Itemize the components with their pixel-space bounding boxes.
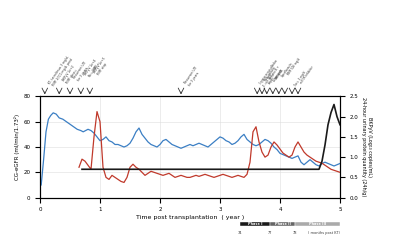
- Text: 78: 78: [293, 231, 297, 235]
- Text: Ciprofloxacin: Ciprofloxacin: [281, 61, 294, 78]
- Text: BKPyV 1e+5
MMF stop: BKPyV 1e+5 MMF stop: [93, 56, 110, 76]
- Bar: [240, 222, 270, 226]
- Text: Malacoplakia
biopsy: Malacoplakia biopsy: [264, 66, 281, 85]
- Text: ( months post KT): ( months post KT): [308, 231, 340, 235]
- Text: BKPyV 1e+2
MMF dose↓: BKPyV 1e+2 MMF dose↓: [62, 64, 80, 85]
- Text: BKPyV 1e+4
Tac↓ MMF↓: BKPyV 1e+4 Tac↓ MMF↓: [84, 59, 102, 79]
- Text: Phase I: Phase I: [248, 222, 262, 226]
- Text: Phase III: Phase III: [309, 222, 326, 226]
- Text: Tac↓ 3 mg/d: Tac↓ 3 mg/d: [294, 71, 307, 87]
- Text: Recurrent UTI
for 3 years: Recurrent UTI for 3 years: [73, 60, 92, 82]
- Text: 74: 74: [238, 231, 242, 235]
- Text: Ampho B +
fluconazole: Ampho B + fluconazole: [268, 65, 285, 83]
- Text: mTOR inhibitor: mTOR inhibitor: [300, 66, 315, 85]
- Text: Phase II: Phase II: [274, 222, 290, 226]
- Y-axis label: BKPyV (Log₁₀ copies/mL)
24-hour urinary protein quantity (24h/g): BKPyV (Log₁₀ copies/mL) 24-hour urinary …: [361, 97, 372, 197]
- Text: 77: 77: [268, 231, 272, 235]
- X-axis label: Time post transplantation  ( year ): Time post transplantation ( year ): [136, 215, 244, 220]
- Text: Cryptococcus albidus
E. coli UTI: Cryptococcus albidus E. coli UTI: [259, 59, 283, 87]
- Text: TMP/SMX: TMP/SMX: [275, 68, 285, 80]
- Y-axis label: CG-eGFR (ml/min/1.73²): CG-eGFR (ml/min/1.73²): [14, 114, 20, 180]
- Text: MMF 500 mg/d: MMF 500 mg/d: [286, 57, 301, 76]
- Bar: [270, 222, 295, 226]
- Text: KT, tacrolimus 3 mg/d,
MMF 2000 mg/d, pred: KT, tacrolimus 3 mg/d, MMF 2000 mg/d, pr…: [48, 55, 74, 87]
- Bar: [295, 222, 340, 226]
- Text: Recurrent UTI
for 3 years: Recurrent UTI for 3 years: [184, 66, 203, 87]
